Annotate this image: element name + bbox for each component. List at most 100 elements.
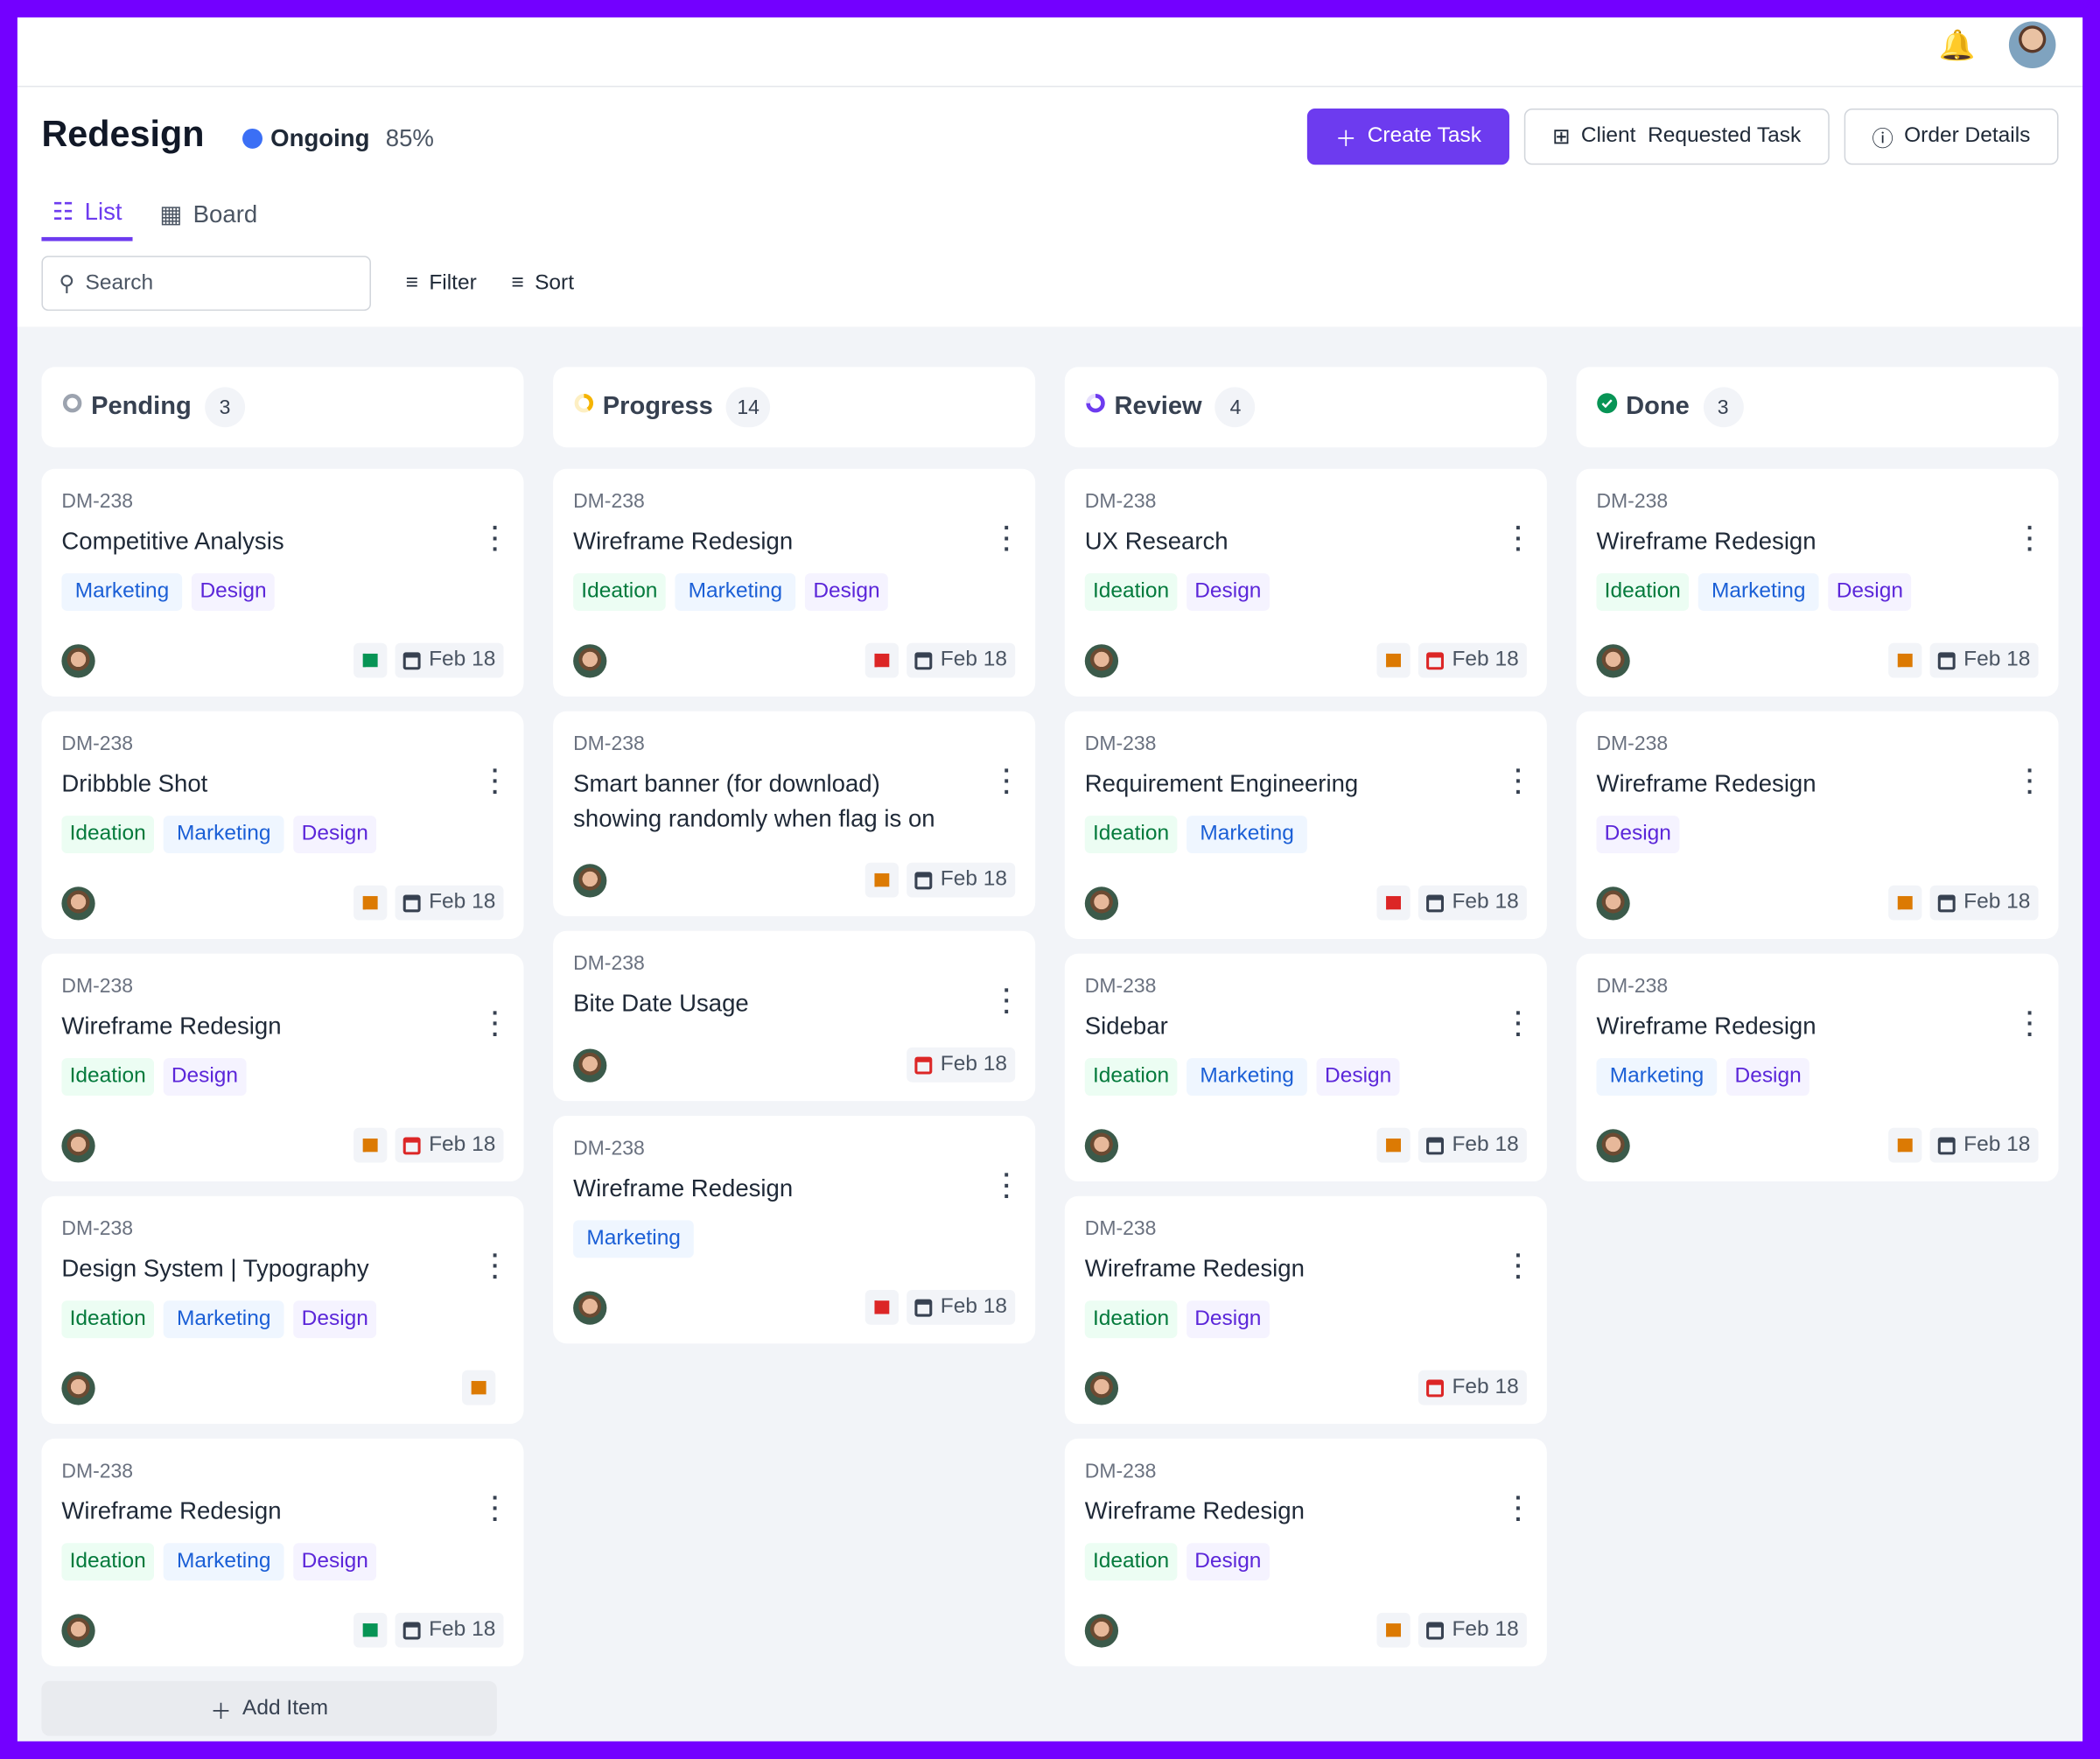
priority-flag[interactable] [1376, 885, 1411, 921]
due-date[interactable]: Feb 18 [1418, 1612, 1527, 1648]
assignee-avatar[interactable] [1596, 643, 1630, 677]
due-date[interactable]: Feb 18 [395, 642, 504, 678]
tag-ideation[interactable]: Ideation [1084, 1058, 1178, 1097]
create-task-button[interactable]: ＋ Create Task [1306, 108, 1510, 165]
due-date[interactable]: Feb 18 [1418, 1370, 1527, 1405]
tag-marketing[interactable]: Marketing [163, 1300, 284, 1339]
tag-ideation[interactable]: Ideation [61, 1058, 154, 1097]
more-vertical-icon[interactable]: · · · [491, 514, 500, 563]
tag-design[interactable]: Design [805, 573, 888, 611]
assignee-avatar[interactable] [61, 886, 95, 920]
tag-design[interactable]: Design [1726, 1058, 1810, 1097]
priority-flag[interactable] [462, 1370, 496, 1405]
more-vertical-icon[interactable]: · · · [2026, 756, 2034, 805]
tag-design[interactable]: Design [1316, 1058, 1400, 1097]
bell-icon[interactable]: 🔔 [1938, 28, 1976, 62]
due-date[interactable]: Feb 18 [395, 885, 504, 921]
task-card[interactable]: DM-238 Wireframe Redesign · · · Design Feb… [1576, 711, 2059, 939]
priority-flag[interactable] [354, 1612, 388, 1648]
tag-ideation[interactable]: Ideation [1084, 1300, 1178, 1339]
due-date[interactable]: Feb 18 [1418, 885, 1527, 921]
tag-design[interactable]: Design [1828, 573, 1912, 611]
more-vertical-icon[interactable]: · · · [491, 756, 500, 805]
task-card[interactable]: DM-238 Smart banner (for download) showi… [553, 711, 1036, 916]
more-vertical-icon[interactable]: · · · [1515, 1241, 1523, 1290]
due-date[interactable]: Feb 18 [906, 1047, 1016, 1083]
priority-flag[interactable] [1888, 1127, 1922, 1163]
assignee-avatar[interactable] [61, 1128, 95, 1162]
task-card[interactable]: DM-238 Wireframe Redesign · · · Ideation De… [1064, 1438, 1547, 1667]
tag-design[interactable]: Design [1186, 1300, 1270, 1339]
due-date[interactable]: Feb 18 [1929, 642, 2039, 678]
tag-marketing[interactable]: Marketing [61, 573, 183, 611]
assignee-avatar[interactable] [573, 643, 607, 677]
priority-flag[interactable] [354, 885, 388, 921]
tag-ideation[interactable]: Ideation [61, 1543, 154, 1581]
task-card[interactable]: DM-238 Bite Date Usage · · · Feb 18 [553, 930, 1036, 1102]
assignee-avatar[interactable] [61, 643, 95, 677]
tag-design[interactable]: Design [1186, 1543, 1270, 1581]
more-vertical-icon[interactable]: · · · [1003, 976, 1012, 1025]
add-item-button[interactable]: ＋ Add Item [41, 1680, 497, 1736]
tag-marketing[interactable]: Marketing [1698, 573, 1819, 611]
assignee-avatar[interactable] [1084, 643, 1119, 677]
assignee-avatar[interactable] [573, 863, 607, 897]
order-details-button[interactable]: ⓘ Order Details [1844, 108, 2059, 165]
due-date[interactable]: Feb 18 [1929, 1127, 2039, 1163]
more-vertical-icon[interactable]: · · · [491, 1241, 500, 1290]
task-card[interactable]: DM-238 UX Research · · · Ideation Design Fe… [1064, 468, 1547, 697]
more-vertical-icon[interactable]: · · · [491, 1483, 500, 1533]
task-card[interactable]: DM-238 Competitive Analysis · · · Marketin… [41, 468, 524, 697]
task-card[interactable]: DM-238 Wireframe Redesign · · · Marketing D… [1576, 953, 2059, 1181]
more-vertical-icon[interactable]: · · · [1515, 514, 1523, 563]
due-date[interactable]: Feb 18 [1418, 1127, 1527, 1163]
task-card[interactable]: DM-238 Sidebar · · · Ideation Marketing Desi… [1064, 953, 1547, 1181]
assignee-avatar[interactable] [1596, 1128, 1630, 1162]
due-date[interactable]: Feb 18 [395, 1127, 504, 1163]
priority-flag[interactable] [354, 1127, 388, 1163]
more-vertical-icon[interactable]: · · · [1003, 756, 1012, 805]
task-card[interactable]: DM-238 Wireframe Redesign · · · Ideation De… [41, 953, 524, 1181]
task-card[interactable]: DM-238 Wireframe Redesign · · · Ideation Ma… [41, 1438, 524, 1667]
tag-design[interactable]: Design [293, 1543, 377, 1581]
tag-marketing[interactable]: Marketing [1186, 816, 1308, 853]
tab-board[interactable]: ▦ Board [149, 187, 268, 241]
tag-design[interactable]: Design [293, 1300, 377, 1339]
tag-design[interactable]: Design [192, 573, 275, 611]
tag-ideation[interactable]: Ideation [61, 816, 154, 853]
assignee-avatar[interactable] [573, 1290, 607, 1324]
assignee-avatar[interactable] [1084, 1370, 1119, 1405]
assignee-avatar[interactable] [61, 1613, 95, 1647]
tag-design[interactable]: Design [1596, 816, 1680, 853]
search-input[interactable]: ⚲ Search [41, 256, 371, 312]
task-card[interactable]: DM-238 Design System | Typography · · · Id… [41, 1195, 524, 1425]
priority-flag[interactable] [354, 642, 388, 678]
tag-marketing[interactable]: Marketing [675, 573, 796, 611]
priority-flag[interactable] [1888, 885, 1922, 921]
filter-button[interactable]: ≡ Filter [406, 271, 477, 296]
task-card[interactable]: DM-238 Wireframe Redesign · · · Ideation Ma… [553, 468, 1036, 697]
tag-ideation[interactable]: Ideation [61, 1300, 154, 1339]
tag-ideation[interactable]: Ideation [1596, 573, 1689, 611]
more-vertical-icon[interactable]: · · · [1515, 1483, 1523, 1533]
due-date[interactable]: Feb 18 [906, 642, 1016, 678]
priority-flag[interactable] [1376, 1127, 1411, 1163]
priority-flag[interactable] [865, 642, 900, 678]
priority-flag[interactable] [865, 1289, 900, 1325]
tag-design[interactable]: Design [163, 1058, 247, 1097]
assignee-avatar[interactable] [573, 1048, 607, 1082]
client-requested-task-button[interactable]: ⊞ Client Requested Task [1523, 108, 1830, 165]
tag-marketing[interactable]: Marketing [1186, 1058, 1308, 1097]
tag-design[interactable]: Design [1186, 573, 1270, 611]
priority-flag[interactable] [865, 862, 900, 898]
tag-ideation[interactable]: Ideation [573, 573, 666, 611]
more-vertical-icon[interactable]: · · · [1003, 514, 1012, 563]
task-card[interactable]: DM-238 Wireframe Redesign · · · Marketing … [553, 1115, 1036, 1344]
tag-marketing[interactable]: Marketing [163, 1543, 284, 1581]
assignee-avatar[interactable] [1084, 886, 1119, 920]
more-vertical-icon[interactable]: · · · [1003, 1161, 1012, 1210]
tag-design[interactable]: Design [293, 816, 377, 853]
priority-flag[interactable] [1376, 1612, 1411, 1648]
tab-list[interactable]: ☷ List [41, 187, 133, 242]
assignee-avatar[interactable] [1596, 886, 1630, 920]
